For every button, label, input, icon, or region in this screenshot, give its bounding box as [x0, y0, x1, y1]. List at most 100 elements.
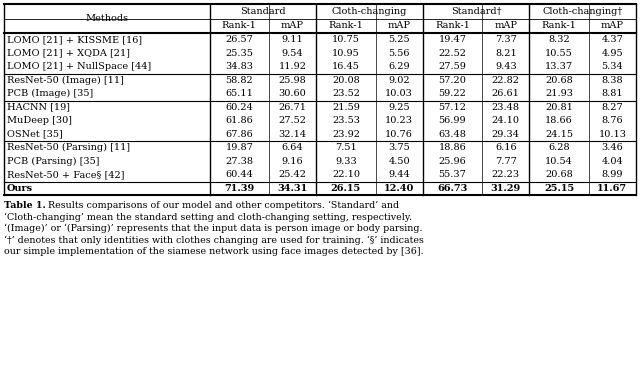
Text: 71.39: 71.39: [224, 184, 255, 193]
Text: 7.51: 7.51: [335, 143, 356, 152]
Text: 26.71: 26.71: [278, 103, 307, 112]
Text: 16.45: 16.45: [332, 62, 360, 71]
Text: 10.75: 10.75: [332, 35, 360, 44]
Text: 57.20: 57.20: [438, 76, 467, 85]
Text: 11.67: 11.67: [597, 184, 627, 193]
Text: 27.59: 27.59: [438, 62, 467, 71]
Text: 25.42: 25.42: [278, 170, 307, 179]
Text: 7.77: 7.77: [495, 157, 516, 166]
Text: MuDeep [30]: MuDeep [30]: [7, 116, 72, 125]
Text: 8.99: 8.99: [602, 170, 623, 179]
Text: 10.13: 10.13: [598, 130, 627, 139]
Text: 8.38: 8.38: [602, 76, 623, 85]
Text: 34.31: 34.31: [278, 184, 308, 193]
Text: 6.16: 6.16: [495, 143, 516, 152]
Text: 22.10: 22.10: [332, 170, 360, 179]
Text: 9.43: 9.43: [495, 62, 516, 71]
Text: 3.46: 3.46: [602, 143, 623, 152]
Text: 8.27: 8.27: [602, 103, 623, 112]
Text: 67.86: 67.86: [225, 130, 253, 139]
Text: Cloth-changing: Cloth-changing: [332, 7, 407, 16]
Text: 25.98: 25.98: [278, 76, 307, 85]
Text: LOMO [21] + KISSME [16]: LOMO [21] + KISSME [16]: [7, 35, 142, 44]
Text: 60.24: 60.24: [225, 103, 253, 112]
Text: 9.11: 9.11: [282, 35, 303, 44]
Text: 5.25: 5.25: [388, 35, 410, 44]
Text: 56.99: 56.99: [438, 116, 467, 125]
Text: 6.29: 6.29: [388, 62, 410, 71]
Text: ‘(Image)’ or ‘(Parsing)’ represents that the input data is person image or body : ‘(Image)’ or ‘(Parsing)’ represents that…: [4, 224, 422, 233]
Text: our simple implementation of the siamese network using face images detected by [: our simple implementation of the siamese…: [4, 247, 424, 256]
Text: 9.44: 9.44: [388, 170, 410, 179]
Text: 57.12: 57.12: [438, 103, 467, 112]
Text: 59.22: 59.22: [438, 89, 467, 98]
Text: 23.48: 23.48: [492, 103, 520, 112]
Text: 8.81: 8.81: [602, 89, 623, 98]
Text: OSNet [35]: OSNet [35]: [7, 130, 63, 139]
Text: 58.82: 58.82: [225, 76, 253, 85]
Text: 12.40: 12.40: [384, 184, 414, 193]
Text: 27.38: 27.38: [225, 157, 253, 166]
Text: mAP: mAP: [494, 21, 517, 30]
Text: 10.76: 10.76: [385, 130, 413, 139]
Text: ResNet-50 + Face§ [42]: ResNet-50 + Face§ [42]: [7, 170, 125, 179]
Text: 10.95: 10.95: [332, 49, 360, 58]
Text: 7.37: 7.37: [495, 35, 516, 44]
Text: 19.87: 19.87: [225, 143, 253, 152]
Text: 55.37: 55.37: [438, 170, 467, 179]
Text: 63.48: 63.48: [438, 130, 467, 139]
Text: 30.60: 30.60: [278, 89, 307, 98]
Text: 19.47: 19.47: [438, 35, 467, 44]
Text: 26.57: 26.57: [225, 35, 253, 44]
Text: PCB (Image) [35]: PCB (Image) [35]: [7, 89, 93, 98]
Text: 23.52: 23.52: [332, 89, 360, 98]
Text: 10.23: 10.23: [385, 116, 413, 125]
Text: 23.53: 23.53: [332, 116, 360, 125]
Text: 26.15: 26.15: [331, 184, 361, 193]
Text: 9.33: 9.33: [335, 157, 356, 166]
Text: 13.37: 13.37: [545, 62, 573, 71]
Text: Rank-1: Rank-1: [328, 21, 364, 30]
Text: 5.56: 5.56: [388, 49, 410, 58]
Text: 10.55: 10.55: [545, 49, 573, 58]
Text: HACNN [19]: HACNN [19]: [7, 103, 70, 112]
Text: Table 1.: Table 1.: [4, 201, 46, 210]
Text: mAP: mAP: [388, 21, 411, 30]
Text: 20.81: 20.81: [545, 103, 573, 112]
Text: 22.23: 22.23: [492, 170, 520, 179]
Text: 21.59: 21.59: [332, 103, 360, 112]
Text: 18.86: 18.86: [438, 143, 467, 152]
Text: 18.66: 18.66: [545, 116, 573, 125]
Text: Cloth-changing†: Cloth-changing†: [543, 7, 623, 16]
Text: 25.96: 25.96: [438, 157, 467, 166]
Text: ResNet-50 (Parsing) [11]: ResNet-50 (Parsing) [11]: [7, 143, 130, 152]
Text: Rank-1: Rank-1: [541, 21, 577, 30]
Text: 10.54: 10.54: [545, 157, 573, 166]
Text: 61.86: 61.86: [225, 116, 253, 125]
Text: mAP: mAP: [601, 21, 624, 30]
Text: ‘†’ denotes that only identities with clothes changing are used for training. ‘§: ‘†’ denotes that only identities with cl…: [4, 236, 424, 245]
Text: 27.52: 27.52: [278, 116, 307, 125]
Text: 34.83: 34.83: [225, 62, 253, 71]
Text: 9.02: 9.02: [388, 76, 410, 85]
Text: 6.64: 6.64: [282, 143, 303, 152]
Text: 24.10: 24.10: [492, 116, 520, 125]
Text: 25.15: 25.15: [544, 184, 574, 193]
Text: 24.15: 24.15: [545, 130, 573, 139]
Text: 32.14: 32.14: [278, 130, 307, 139]
Text: 9.25: 9.25: [388, 103, 410, 112]
Text: 5.34: 5.34: [602, 62, 623, 71]
Text: Standard†: Standard†: [451, 7, 501, 16]
Text: 65.11: 65.11: [225, 89, 253, 98]
Text: 21.93: 21.93: [545, 89, 573, 98]
Text: LOMO [21] + XQDA [21]: LOMO [21] + XQDA [21]: [7, 49, 130, 58]
Text: ‘Cloth-changing’ mean the standard setting and cloth-changing setting, respectiv: ‘Cloth-changing’ mean the standard setti…: [4, 213, 412, 222]
Text: Rank-1: Rank-1: [222, 21, 257, 30]
Text: 20.68: 20.68: [545, 76, 573, 85]
Text: 10.03: 10.03: [385, 89, 413, 98]
Text: 9.54: 9.54: [282, 49, 303, 58]
Text: 4.95: 4.95: [602, 49, 623, 58]
Text: 60.44: 60.44: [225, 170, 253, 179]
Text: 6.28: 6.28: [548, 143, 570, 152]
Text: 9.16: 9.16: [282, 157, 303, 166]
